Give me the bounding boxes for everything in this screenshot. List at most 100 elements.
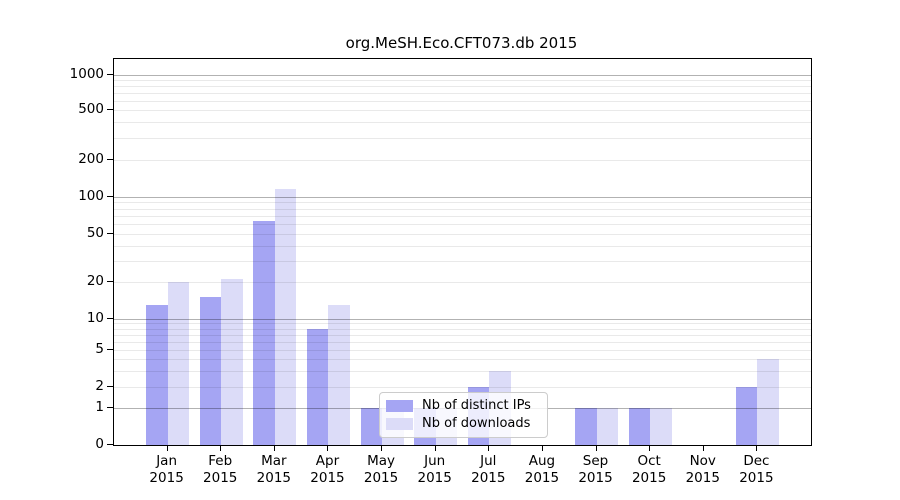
month-label: Nov — [689, 453, 716, 469]
bar-distinct-ips-jan — [146, 304, 168, 445]
gridline-minor — [114, 387, 811, 389]
y-tick-label-20: 20 — [86, 272, 104, 289]
x-tick-label-sep: Sep 2015 — [564, 453, 628, 487]
x-tick-mark — [649, 446, 651, 451]
gridline-minor — [114, 93, 811, 94]
gridline-major — [114, 75, 811, 77]
gridline-minor — [114, 349, 811, 351]
x-tick-mark — [273, 446, 275, 451]
year-label: 2015 — [685, 470, 720, 486]
y-tick-label-5: 5 — [95, 340, 104, 357]
gridline-minor — [114, 109, 811, 111]
x-tick-label-dec: Dec 2015 — [724, 453, 788, 487]
gridline-minor — [114, 215, 811, 217]
x-tick-mark — [220, 446, 222, 451]
y-tick-mark — [107, 280, 113, 282]
year-label: 2015 — [524, 470, 560, 486]
x-tick-mark — [488, 446, 490, 451]
legend-label-downloads: Nb of downloads — [422, 416, 531, 431]
x-tick-mark — [702, 446, 704, 451]
gridline-minor — [114, 358, 811, 360]
y-tick-mark — [107, 444, 113, 445]
month-label: Jun — [424, 453, 446, 469]
x-tick-label-nov: Nov 2015 — [671, 453, 735, 487]
bar-downloads-feb — [221, 279, 243, 445]
gridline-minor — [114, 234, 811, 235]
y-tick-mark — [107, 386, 113, 388]
gridline-minor — [114, 137, 811, 139]
year-label: 2015 — [149, 470, 184, 486]
year-label: 2015 — [471, 470, 506, 486]
x-tick-label-apr: Apr 2015 — [295, 453, 359, 487]
y-tick-mark — [107, 108, 113, 110]
y-tick-label-0: 0 — [95, 436, 104, 452]
y-tick-mark — [107, 233, 113, 234]
gridline-minor — [114, 328, 811, 330]
month-label: Aug — [528, 453, 556, 469]
y-tick-label-2: 2 — [95, 378, 104, 395]
y-tick-label-500: 500 — [78, 100, 104, 117]
y-tick-label-100: 100 — [78, 187, 104, 204]
bar-distinct-ips-apr — [307, 328, 329, 445]
bar-distinct-ips-feb — [199, 297, 222, 445]
year-label: 2015 — [363, 470, 399, 486]
y-tick-mark — [107, 317, 113, 319]
x-tick-label-jul: Jul 2015 — [456, 453, 520, 487]
plot-area — [113, 58, 812, 446]
month-label: Mar — [261, 453, 287, 469]
year-label: 2015 — [417, 470, 452, 486]
gridline-minor — [114, 202, 811, 204]
x-tick-label-jun: Jun 2015 — [403, 453, 467, 487]
chart-title: org.MeSH.Eco.CFT073.db 2015 — [345, 34, 578, 52]
legend-swatch-downloads — [386, 417, 413, 430]
year-label: 2015 — [203, 470, 238, 486]
month-label: Apr — [315, 453, 340, 469]
bar-distinct-ips-oct — [628, 408, 651, 445]
gridline-minor — [114, 370, 811, 372]
gridline-minor — [114, 208, 811, 210]
month-label: Feb — [208, 453, 233, 469]
x-tick-mark — [327, 446, 329, 451]
year-label: 2015 — [739, 470, 774, 486]
gridline-minor — [114, 245, 811, 247]
month-label: Dec — [743, 453, 770, 469]
x-tick-label-feb: Feb 2015 — [188, 453, 252, 487]
y-tick-mark — [107, 158, 113, 160]
bar-downloads-apr — [328, 304, 350, 445]
month-label: May — [367, 453, 396, 469]
x-tick-label-mar: Mar 2015 — [242, 453, 306, 487]
x-tick-label-oct: Oct 2015 — [617, 453, 681, 487]
gridline-minor — [114, 224, 811, 226]
year-label: 2015 — [310, 470, 345, 486]
y-tick-label-10: 10 — [86, 309, 104, 326]
gridline-major — [114, 196, 811, 198]
legend: Nb of distinct IPs Nb of downloads — [379, 392, 548, 438]
month-label: Jul — [480, 453, 497, 469]
bar-downloads-dec — [757, 358, 779, 445]
legend-item-downloads: Nb of downloads — [386, 416, 541, 431]
legend-item-distinct-ips: Nb of distinct IPs — [386, 398, 541, 413]
gridline-minor — [114, 260, 811, 262]
y-tick-mark — [107, 407, 113, 409]
bar-distinct-ips-sep — [575, 408, 597, 445]
gridline-minor — [114, 159, 811, 161]
y-tick-mark — [107, 348, 113, 350]
year-label: 2015 — [256, 470, 292, 486]
month-label: Jan — [156, 453, 178, 469]
bar-downloads-sep — [596, 408, 618, 445]
y-tick-mark — [107, 195, 113, 197]
gridline-major — [114, 318, 811, 320]
bar-downloads-jan — [167, 281, 190, 445]
y-tick-label-50: 50 — [86, 225, 104, 241]
gridline-minor — [114, 86, 811, 88]
gridline-minor — [114, 341, 811, 343]
x-tick-mark — [595, 446, 597, 451]
month-label: Oct — [637, 453, 661, 469]
y-tick-mark — [107, 74, 113, 76]
bar-distinct-ips-dec — [735, 387, 758, 445]
x-tick-label-aug: Aug 2015 — [510, 453, 574, 487]
x-tick-mark — [756, 446, 758, 451]
x-tick-label-jan: Jan 2015 — [135, 453, 199, 487]
x-tick-mark — [381, 446, 383, 451]
